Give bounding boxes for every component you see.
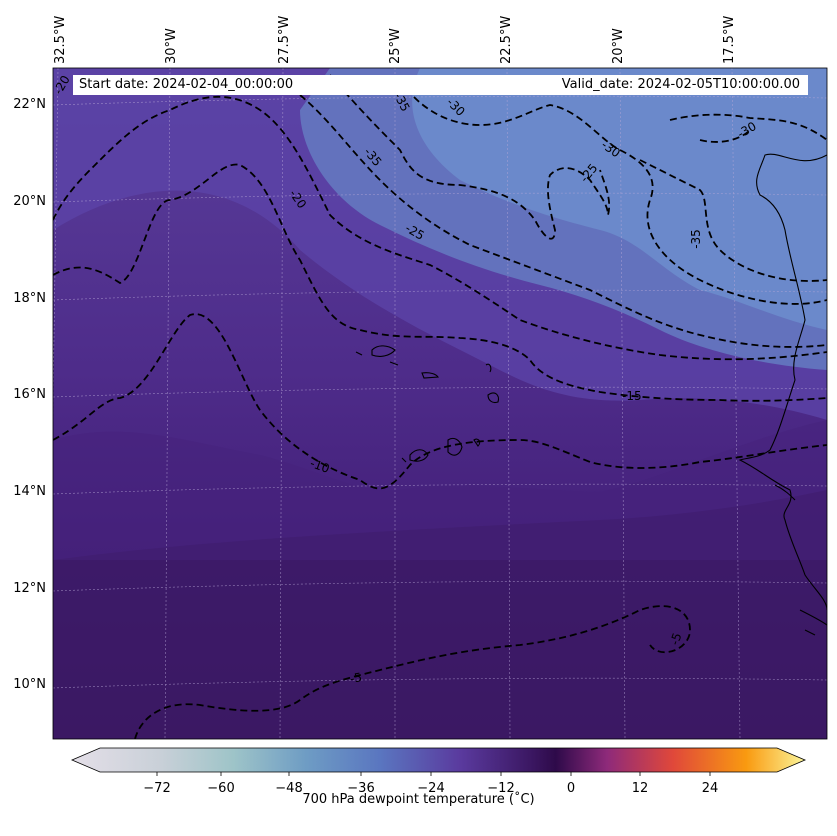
contour-label: -15 (622, 389, 642, 403)
info-box: Start date: 2024-02-04_00:00:00 Valid_da… (73, 75, 808, 95)
lon-label: 22.5°W (499, 15, 514, 64)
valid-date-label: Valid_date: 2024-02-05T10:00:00.00 (561, 77, 800, 92)
lon-label: 17.5°W (722, 15, 737, 64)
coastline (355, 153, 827, 636)
lat-label: 22°N (13, 97, 46, 112)
map-field (53, 68, 827, 739)
lat-label: 20°N (13, 194, 46, 209)
colorbar-tick: 24 (701, 781, 719, 796)
lat-label: 12°N (13, 581, 46, 596)
colorbar (70, 747, 807, 776)
lon-label: 25°W (388, 28, 403, 64)
contour-lines (53, 74, 827, 739)
colorbar-tick: −72 (143, 781, 171, 796)
lat-label: 16°N (13, 387, 46, 402)
lon-label: 20°W (611, 28, 626, 64)
lon-label: 27.5°W (277, 15, 292, 64)
colorbar-tick: −36 (347, 781, 375, 796)
contour-label: -5 (348, 670, 364, 686)
lat-label: 18°N (13, 291, 46, 306)
colorbar-tick: −48 (275, 781, 303, 796)
lon-label: 32.5°W (53, 15, 68, 64)
colorbar-tick: 12 (631, 781, 649, 796)
colorbar-tick: −12 (487, 781, 515, 796)
lon-label: 30°W (164, 28, 179, 64)
contour-label: -35 (688, 229, 703, 249)
start-date-label: Start date: 2024-02-04_00:00:00 (79, 77, 294, 92)
colorbar-tick: −60 (207, 781, 235, 796)
lat-label: 14°N (13, 484, 46, 499)
map-frame (52, 67, 828, 740)
colorbar-title: 700 hPa dewpoint temperature (˚C) (302, 792, 535, 807)
colorbar-tick: 0 (566, 781, 576, 796)
colorbar-tick: −24 (417, 781, 445, 796)
lat-label: 10°N (13, 677, 46, 692)
